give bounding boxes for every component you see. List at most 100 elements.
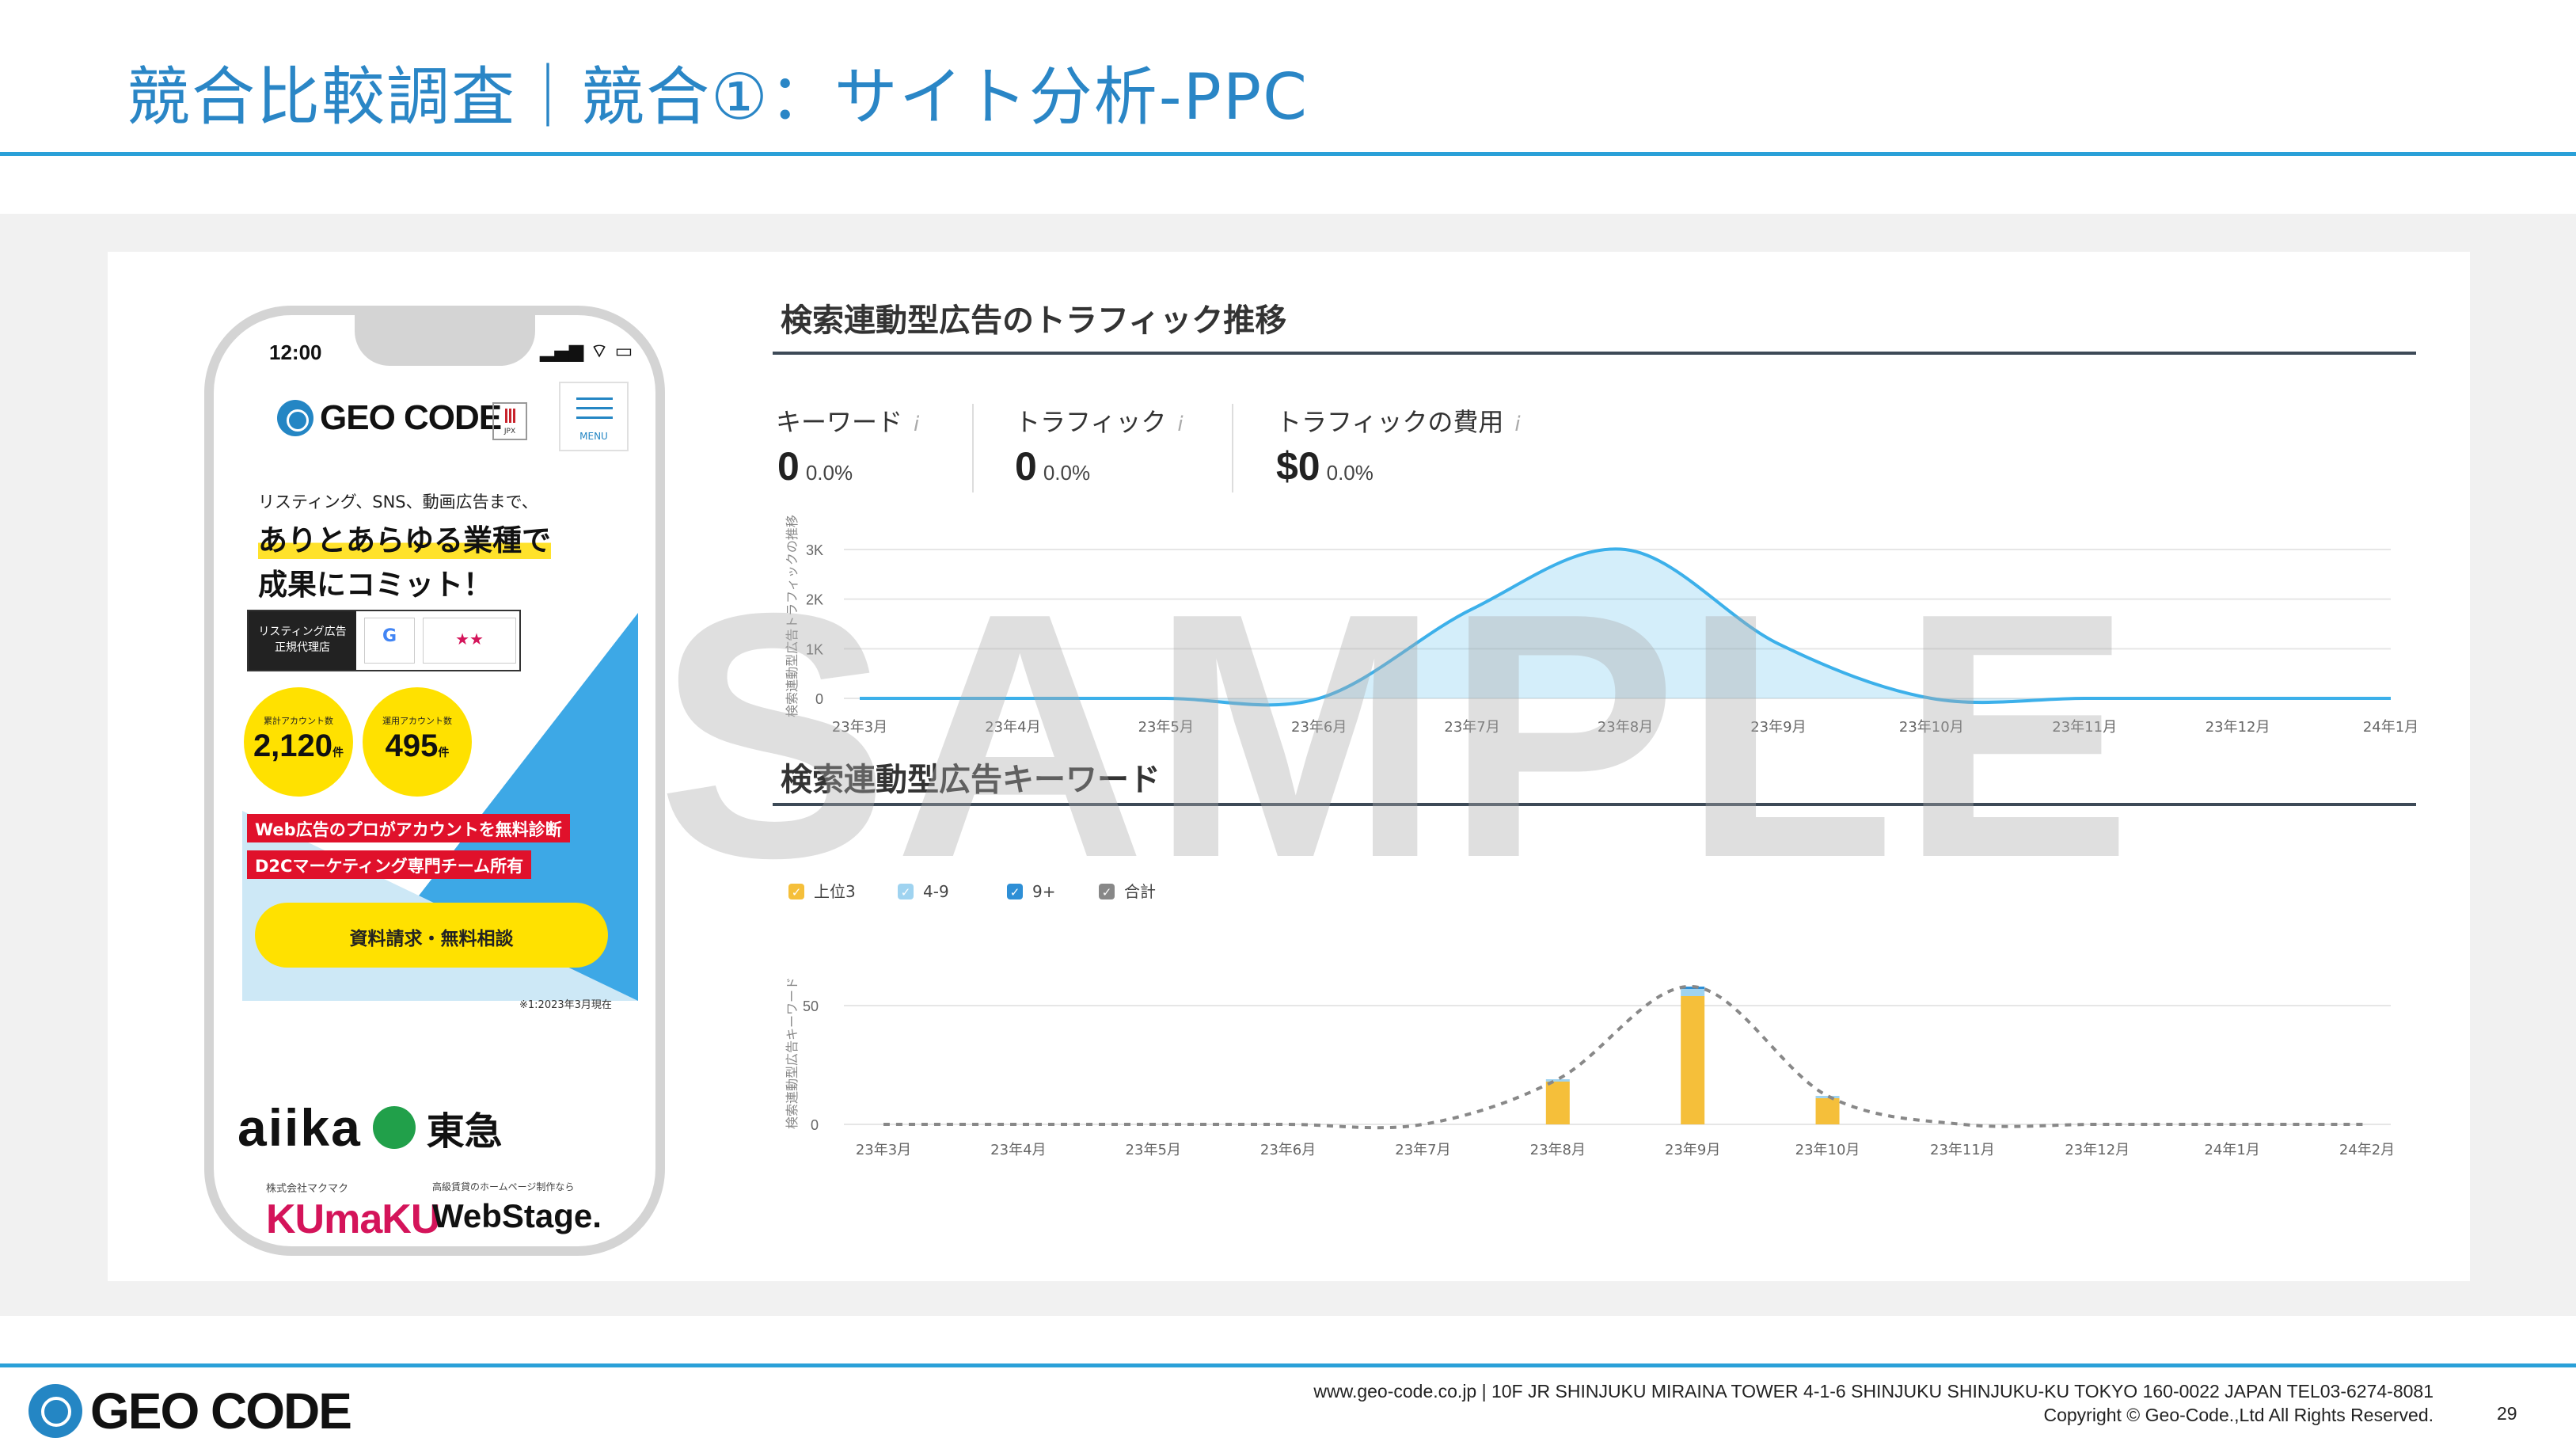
legend-item: ✓ 合計 bbox=[1099, 882, 1156, 901]
x-tick-label: 23年3月 bbox=[832, 719, 887, 736]
y-tick-label: 0 bbox=[815, 691, 823, 707]
phone-logo-text: GEO CODE bbox=[320, 398, 502, 437]
slide-title: 競合比較調査｜競合①：サイト分析-PPC bbox=[127, 60, 1309, 134]
client-logos-row-1: aiika 東急 bbox=[237, 1096, 503, 1159]
metric-cost-value: $0 0.0% bbox=[1276, 444, 1373, 489]
stat-label: 累計アカウント数 bbox=[264, 716, 333, 726]
legend-check-icon bbox=[898, 884, 914, 899]
partner-badge: リスティング広告 正規代理店 G ★★ bbox=[247, 610, 521, 671]
legend-item: ✓ 4-9 bbox=[898, 882, 949, 901]
x-tick-label: 23年6月 bbox=[1291, 719, 1347, 736]
metric-traffic-value: 0 0.0% bbox=[1015, 444, 1091, 489]
google-partner-icon: G bbox=[364, 618, 415, 664]
total-dashed-line bbox=[883, 984, 2367, 1130]
menu-bar-icon bbox=[576, 397, 613, 400]
cta-button[interactable]: 資料請求・無料相談 bbox=[255, 903, 608, 968]
badge-line-2: 正規代理店 bbox=[275, 641, 330, 654]
page-number: 29 bbox=[2497, 1403, 2517, 1424]
y-axis-label: 検索連動型広告トラフィックの推移 bbox=[785, 515, 800, 717]
stat-value: 2,120件 bbox=[253, 728, 344, 763]
geo-code-logo-icon bbox=[28, 1384, 82, 1438]
footer-address: www.geo-code.co.jp | 10F JR SHINJUKU MIR… bbox=[1313, 1381, 2434, 1401]
x-tick-label: 23年5月 bbox=[1138, 719, 1194, 736]
x-tick-label: 23年6月 bbox=[1260, 1142, 1316, 1158]
promo-banner-2: D2Cマーケティング専門チーム所有 bbox=[247, 850, 532, 879]
yahoo-partner-icon: ★★ bbox=[423, 618, 516, 664]
geo-code-logo-icon bbox=[277, 400, 313, 436]
footer-logo-text: GEO CODE bbox=[90, 1382, 352, 1439]
partner-badge-label: リスティング広告 正規代理店 bbox=[249, 611, 356, 670]
x-tick-label: 23年9月 bbox=[1750, 719, 1806, 736]
keyword-bar-chart: ✓ 上位3 ✓ 4-9 ✓ 9+ ✓ 合計 0 50 23年3月 23年4月 23年5月 23年6月 23年… bbox=[785, 882, 2395, 1158]
metric-separator bbox=[972, 404, 974, 493]
legend-item: ✓ 上位3 bbox=[788, 882, 856, 901]
legend-check-icon bbox=[1007, 884, 1023, 899]
stat-value: 495件 bbox=[385, 728, 450, 763]
legend-check-icon bbox=[1099, 884, 1115, 899]
x-tick-label: 23年7月 bbox=[1395, 1142, 1450, 1158]
aiika-logo: aiika bbox=[237, 1098, 362, 1157]
keyword-section-divider bbox=[773, 803, 2416, 806]
stat-active-accounts: 運用アカウント数 495件 bbox=[363, 687, 472, 797]
tokyu-logo-icon bbox=[372, 1106, 416, 1149]
x-tick-label: 24年1月 bbox=[2363, 719, 2418, 736]
traffic-area bbox=[860, 549, 2391, 705]
legend-checkmark: ✓ bbox=[792, 885, 802, 899]
x-tick-label: 24年1月 bbox=[2204, 1142, 2259, 1158]
bar-segment-上位3 bbox=[1815, 1098, 1840, 1124]
menu-label: MENU bbox=[579, 431, 608, 442]
menu-bar-icon bbox=[576, 407, 613, 409]
metric-traffic-label: トラフィック i bbox=[1015, 407, 1184, 437]
legend-label: 9+ bbox=[1032, 882, 1055, 901]
metric-keyword-value: 0 0.0% bbox=[777, 444, 853, 489]
legend-checkmark: ✓ bbox=[1010, 885, 1020, 899]
kumaku-caption: 株式会社マクマク bbox=[266, 1183, 349, 1195]
phone-site-logo[interactable]: GEO CODE bbox=[277, 396, 502, 440]
metric-separator bbox=[1232, 404, 1233, 493]
jpx-badge: JPX bbox=[492, 402, 527, 440]
keyword-section-title: 検索連動型広告キーワード bbox=[781, 762, 1161, 798]
y-tick-label: 2K bbox=[806, 592, 823, 608]
webstage-logo: WebStage. bbox=[432, 1197, 602, 1234]
footer-copyright: Copyright © Geo-Code.,Ltd All Rights Res… bbox=[2043, 1405, 2434, 1425]
footer-logo: GEO CODE bbox=[28, 1379, 352, 1443]
legend-item: ✓ 9+ bbox=[1007, 882, 1055, 901]
x-tick-label: 24年2月 bbox=[2339, 1142, 2395, 1158]
x-tick-label: 23年5月 bbox=[1126, 1142, 1181, 1158]
metric-keyword-label: キーワード i bbox=[776, 407, 920, 437]
y-axis-label: 検索連動型広告キーワード bbox=[785, 977, 800, 1129]
hamburger-menu-button[interactable]: MENU bbox=[559, 382, 629, 451]
bar-segment-4-9 bbox=[1815, 1096, 1840, 1098]
traffic-line bbox=[860, 547, 2391, 707]
legend-label: 4-9 bbox=[923, 882, 949, 901]
hero-headline-2: 成果にコミット！ bbox=[258, 568, 492, 602]
x-tick-label: 23年11月 bbox=[2052, 719, 2117, 736]
title-divider bbox=[0, 152, 2576, 156]
legend-label: 合計 bbox=[1124, 882, 1156, 901]
info-icon[interactable]: i bbox=[1514, 413, 1521, 436]
info-icon[interactable]: i bbox=[914, 413, 920, 436]
legend-label: 上位3 bbox=[814, 882, 856, 901]
phone-mockup: 12:00 ▂▄▆ ⌔ ▭ GEO CODE JPX MENU リスティング、S… bbox=[204, 306, 665, 1256]
x-tick-label: 23年4月 bbox=[985, 719, 1040, 736]
traffic-section-title: 検索連動型広告のトラフィック推移 bbox=[781, 302, 1287, 339]
bar-segment-上位3 bbox=[1545, 1082, 1570, 1124]
x-tick-label: 23年10月 bbox=[1899, 719, 1964, 736]
x-tick-label: 23年10月 bbox=[1795, 1142, 1860, 1158]
traffic-trend-chart: 0 1K 2K 3K 23年3月 23年4月 23年5月 23年6月 23年7月 23年8月 23年… bbox=[785, 515, 2418, 736]
x-tick-label: 23年7月 bbox=[1444, 719, 1499, 736]
x-tick-label: 23年4月 bbox=[990, 1142, 1046, 1158]
promo-banner-1: Web広告のプロがアカウントを無料診断 bbox=[247, 814, 570, 842]
legend-check-icon bbox=[788, 884, 804, 899]
stat-label: 運用アカウント数 bbox=[382, 716, 452, 726]
kumaku-logo: KUmaKU bbox=[266, 1196, 440, 1242]
traffic-section-divider bbox=[773, 352, 2416, 355]
tokyu-logo: 東急 bbox=[426, 1109, 503, 1154]
bar-segment-4-9 bbox=[1681, 989, 1705, 996]
x-tick-label: 23年12月 bbox=[2065, 1142, 2130, 1158]
info-icon[interactable]: i bbox=[1177, 413, 1184, 436]
metric-cost-label: トラフィックの費用 i bbox=[1276, 407, 1521, 437]
x-tick-label: 23年8月 bbox=[1530, 1142, 1586, 1158]
hero-headline-1: ありとあらゆる業種で bbox=[258, 516, 551, 559]
badge-line-1: リスティング広告 bbox=[258, 626, 347, 638]
